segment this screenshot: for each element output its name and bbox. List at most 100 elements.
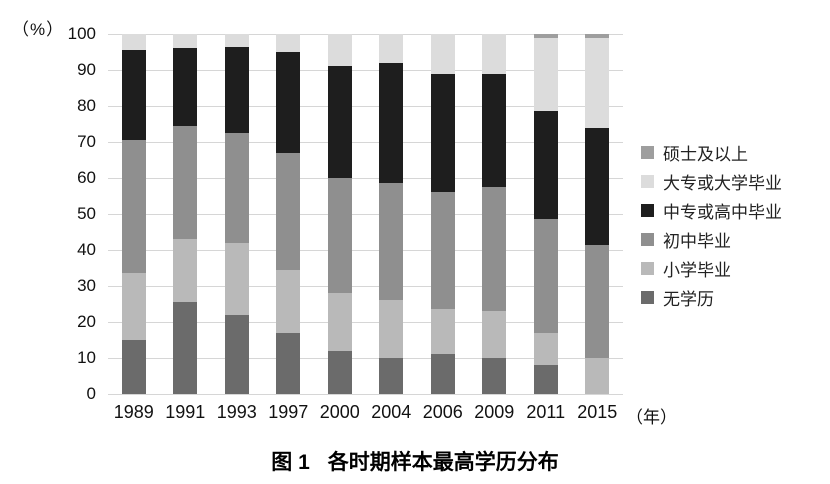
bar-segment [482, 187, 507, 312]
figure-caption-title: 各时期样本最高学历分布 [327, 451, 559, 474]
bar-segment [224, 46, 249, 134]
legend-label: 中专或高中毕业 [663, 203, 782, 222]
gridline [108, 106, 623, 107]
x-tick-label: 1997 [268, 402, 309, 422]
x-tick-label: 1991 [165, 402, 206, 422]
bar-2011 [533, 34, 558, 394]
bar-segment [482, 311, 507, 358]
bar-segment [533, 37, 558, 112]
legend-item: 硕士及以上 [641, 138, 782, 167]
bars-row [108, 34, 623, 394]
bar-segment [121, 34, 146, 51]
y-tick-label: 50 [77, 204, 96, 223]
y-tick-label: 30 [77, 276, 96, 295]
bar-2004 [379, 34, 404, 394]
legend-swatch-icon [641, 291, 654, 304]
legend-swatch-icon [641, 146, 654, 159]
bar-slot-1997 [263, 34, 315, 394]
bar-segment [379, 62, 404, 184]
legend-item: 小学毕业 [641, 254, 782, 283]
x-tick-label: 2015 [577, 402, 618, 422]
bar-segment [121, 50, 146, 141]
legend-label: 小学毕业 [663, 261, 731, 280]
bar-segment [121, 273, 146, 340]
bar-segment [276, 34, 301, 53]
bar-segment [173, 125, 198, 240]
bar-segment [379, 183, 404, 301]
gridline [108, 394, 623, 395]
y-tick-label: 70 [77, 132, 96, 151]
bar-segment [533, 332, 558, 366]
legend-item: 无学历 [641, 283, 782, 312]
y-tick-label: 10 [77, 348, 96, 367]
bar-segment [224, 242, 249, 315]
bar-segment [585, 358, 610, 394]
gridline [108, 250, 623, 251]
bar-segment [430, 192, 455, 310]
bar-segment [327, 34, 352, 67]
x-tick-label: 2004 [371, 402, 412, 422]
bar-segment [585, 127, 610, 245]
gridline [108, 142, 623, 143]
bar-slot-2004 [366, 34, 418, 394]
bar-segment [276, 152, 301, 270]
y-axis-unit-label: （%） [12, 20, 65, 39]
bar-segment [276, 332, 301, 394]
bar-segment [121, 140, 146, 274]
chart-legend: 硕士及以上大专或大学毕业中专或高中毕业 初中毕业小学毕业无学历 [641, 138, 782, 312]
bar-2015 [585, 34, 610, 394]
x-tick-label: 2009 [474, 402, 515, 422]
bar-segment [379, 358, 404, 394]
legend-label: 硕士及以上 [663, 145, 748, 164]
bar-segment [173, 239, 198, 303]
bar-1997 [276, 34, 301, 394]
y-tick-label: 80 [77, 96, 96, 115]
bar-segment [224, 133, 249, 243]
legend-item: 初中毕业 [641, 225, 782, 254]
bar-segment [173, 48, 198, 126]
bar-segment [327, 350, 352, 394]
y-tick-label: 60 [77, 168, 96, 187]
figure-caption: 图 1 各时期样本最高学历分布 [0, 446, 830, 476]
legend-item: 中专或高中毕业 [641, 196, 782, 225]
bar-segment [585, 37, 610, 128]
legend-swatch-icon [641, 175, 654, 188]
legend-item: 大专或大学毕业 [641, 167, 782, 196]
y-tick-label: 40 [77, 240, 96, 259]
bar-1993 [224, 34, 249, 394]
bar-segment [379, 300, 404, 358]
bar-segment [430, 354, 455, 394]
bar-segment [482, 73, 507, 188]
bar-1989 [121, 34, 146, 394]
y-axis-tick-labels: 0 10 20 30 40 50 60 70 80 90 100 [38, 24, 96, 403]
bar-segment [224, 34, 249, 47]
bar-segment [276, 269, 301, 333]
y-tick-label: 20 [77, 312, 96, 331]
bar-segment [585, 34, 610, 38]
plot-area [108, 34, 623, 395]
x-axis-tick-labels: 1989 1991 1993 1997 2000 2004 2006 2009 2011 2015 [108, 402, 623, 423]
bar-1991 [173, 34, 198, 394]
legend-label: 初中毕业 [663, 232, 731, 251]
bar-slot-2011 [520, 34, 572, 394]
gridline [108, 214, 623, 215]
x-tick-label: 1993 [216, 402, 257, 422]
y-tick-label: 0 [86, 384, 96, 403]
bar-segment [327, 66, 352, 179]
bar-slot-1993 [211, 34, 263, 394]
bar-segment [224, 314, 249, 394]
legend-label: 无学历 [663, 290, 714, 309]
bar-segment [533, 34, 558, 38]
bar-segment [430, 73, 455, 193]
x-tick-label: 1989 [113, 402, 154, 422]
bar-segment [327, 178, 352, 294]
figure-caption-number: 图 1 [271, 451, 310, 474]
bar-segment [327, 293, 352, 351]
x-axis-unit-label: （年） [626, 408, 677, 427]
bar-segment [482, 358, 507, 394]
y-tick-label: 90 [77, 60, 96, 79]
gridline [108, 178, 623, 179]
bar-segment [482, 34, 507, 74]
legend-swatch-icon [641, 262, 654, 275]
bar-slot-2000 [314, 34, 366, 394]
